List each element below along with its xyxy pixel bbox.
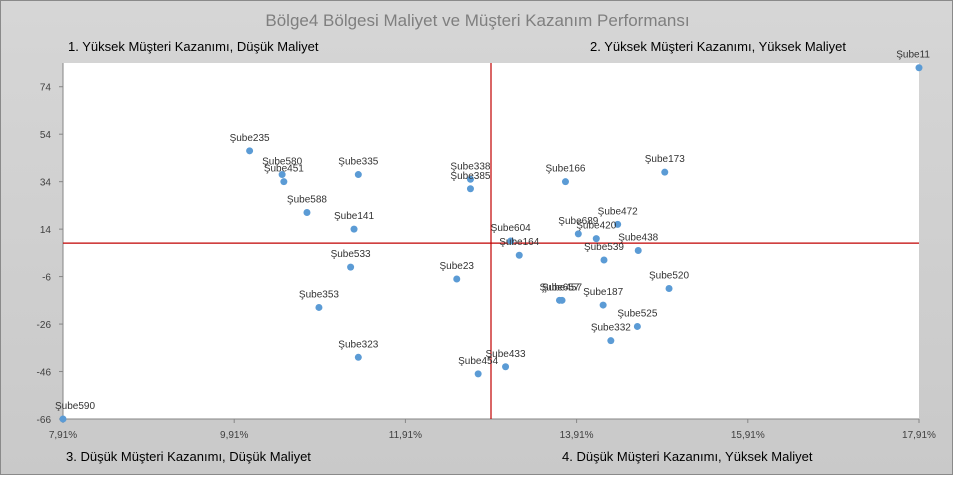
data-label: Şube657 — [539, 282, 579, 293]
data-point — [515, 251, 523, 259]
x-tick-label: 13,91% — [560, 430, 594, 441]
data-point — [246, 147, 254, 155]
data-label: Şube604 — [491, 223, 531, 234]
quadrant-4-label: 4. Düşük Müşteri Kazanımı, Yüksek Maliye… — [562, 449, 813, 464]
data-label: Şube338 — [450, 161, 490, 172]
data-point — [665, 284, 673, 292]
x-tick-label: 7,91% — [49, 430, 77, 441]
data-point — [453, 275, 461, 283]
y-tick-label: 54 — [40, 130, 52, 141]
data-point — [303, 209, 311, 217]
data-label: Şube539 — [584, 242, 624, 253]
data-label: Şube588 — [287, 195, 327, 206]
data-label: Şube166 — [545, 164, 585, 175]
data-point — [474, 370, 482, 378]
data-point — [600, 256, 608, 264]
data-label: Şube520 — [649, 270, 689, 281]
data-label: Şube235 — [230, 133, 270, 144]
x-tick-label: 11,91% — [389, 430, 422, 441]
data-label: Şube525 — [617, 308, 657, 319]
data-label: Şube11 — [896, 50, 930, 61]
data-label: Şube689 — [558, 216, 598, 227]
data-point — [466, 175, 474, 183]
y-tick-label: 34 — [40, 178, 52, 189]
data-label: Şube164 — [499, 237, 539, 248]
y-tick-label: 74 — [40, 83, 52, 94]
quadrant-1-label: 1. Yüksek Müşteri Kazanımı, Düşük Maliye… — [68, 39, 319, 54]
data-label: Şube323 — [338, 339, 378, 350]
data-label: Şube433 — [486, 349, 526, 360]
x-tick-label: 9,91% — [220, 430, 248, 441]
data-label: Şube533 — [331, 249, 371, 260]
data-point — [915, 64, 923, 72]
y-tick-label: -66 — [37, 415, 52, 426]
data-label: Şube23 — [440, 261, 475, 272]
quadrant-2-label: 2. Yüksek Müşteri Kazanımı, Yüksek Maliy… — [590, 39, 847, 54]
data-label: Şube420 — [576, 221, 616, 232]
y-tick-label: -46 — [37, 368, 52, 379]
data-point — [315, 303, 323, 311]
data-label: Şube187 — [583, 287, 623, 298]
data-point — [59, 415, 67, 423]
quadrant-3-label: 3. Düşük Müşteri Kazanımı, Düşük Maliyet — [66, 449, 311, 464]
data-point — [502, 363, 510, 371]
data-label: Şube335 — [338, 157, 378, 168]
chart-title: Bölge4 Bölgesi Maliyet ve Müşteri Kazanı… — [265, 11, 690, 30]
data-label: Şube332 — [591, 323, 631, 334]
data-label: Şube580 — [262, 157, 302, 168]
data-label: Şube438 — [618, 232, 658, 243]
data-label: Şube454 — [458, 356, 498, 367]
x-tick-label: 17,91% — [902, 430, 936, 441]
data-point — [592, 235, 600, 243]
data-point — [607, 337, 615, 345]
data-point — [661, 168, 669, 176]
data-label: Şube472 — [598, 206, 638, 217]
data-point — [633, 322, 641, 330]
data-point — [466, 185, 474, 193]
data-label: Şube353 — [299, 289, 339, 300]
y-tick-label: -26 — [37, 320, 52, 331]
data-point — [347, 263, 355, 271]
data-point — [350, 225, 358, 233]
y-tick-label: 14 — [40, 225, 52, 236]
data-point — [561, 178, 569, 186]
data-point — [558, 296, 566, 304]
data-label: Şube590 — [55, 401, 95, 412]
data-point — [278, 171, 286, 179]
data-point — [354, 171, 362, 179]
data-point — [634, 246, 642, 254]
y-tick-label: -6 — [42, 273, 51, 284]
data-point — [280, 178, 288, 186]
data-point — [599, 301, 607, 309]
data-point — [574, 230, 582, 238]
data-point — [507, 237, 515, 245]
data-label: Şube385 — [450, 171, 490, 182]
data-label: Şube451 — [264, 164, 304, 175]
data-point — [354, 353, 362, 361]
data-point — [614, 220, 622, 228]
x-tick-label: 15,91% — [731, 430, 765, 441]
data-label: Şube457 — [542, 282, 582, 293]
data-label: Şube173 — [645, 154, 685, 165]
data-label: Şube141 — [334, 211, 374, 222]
